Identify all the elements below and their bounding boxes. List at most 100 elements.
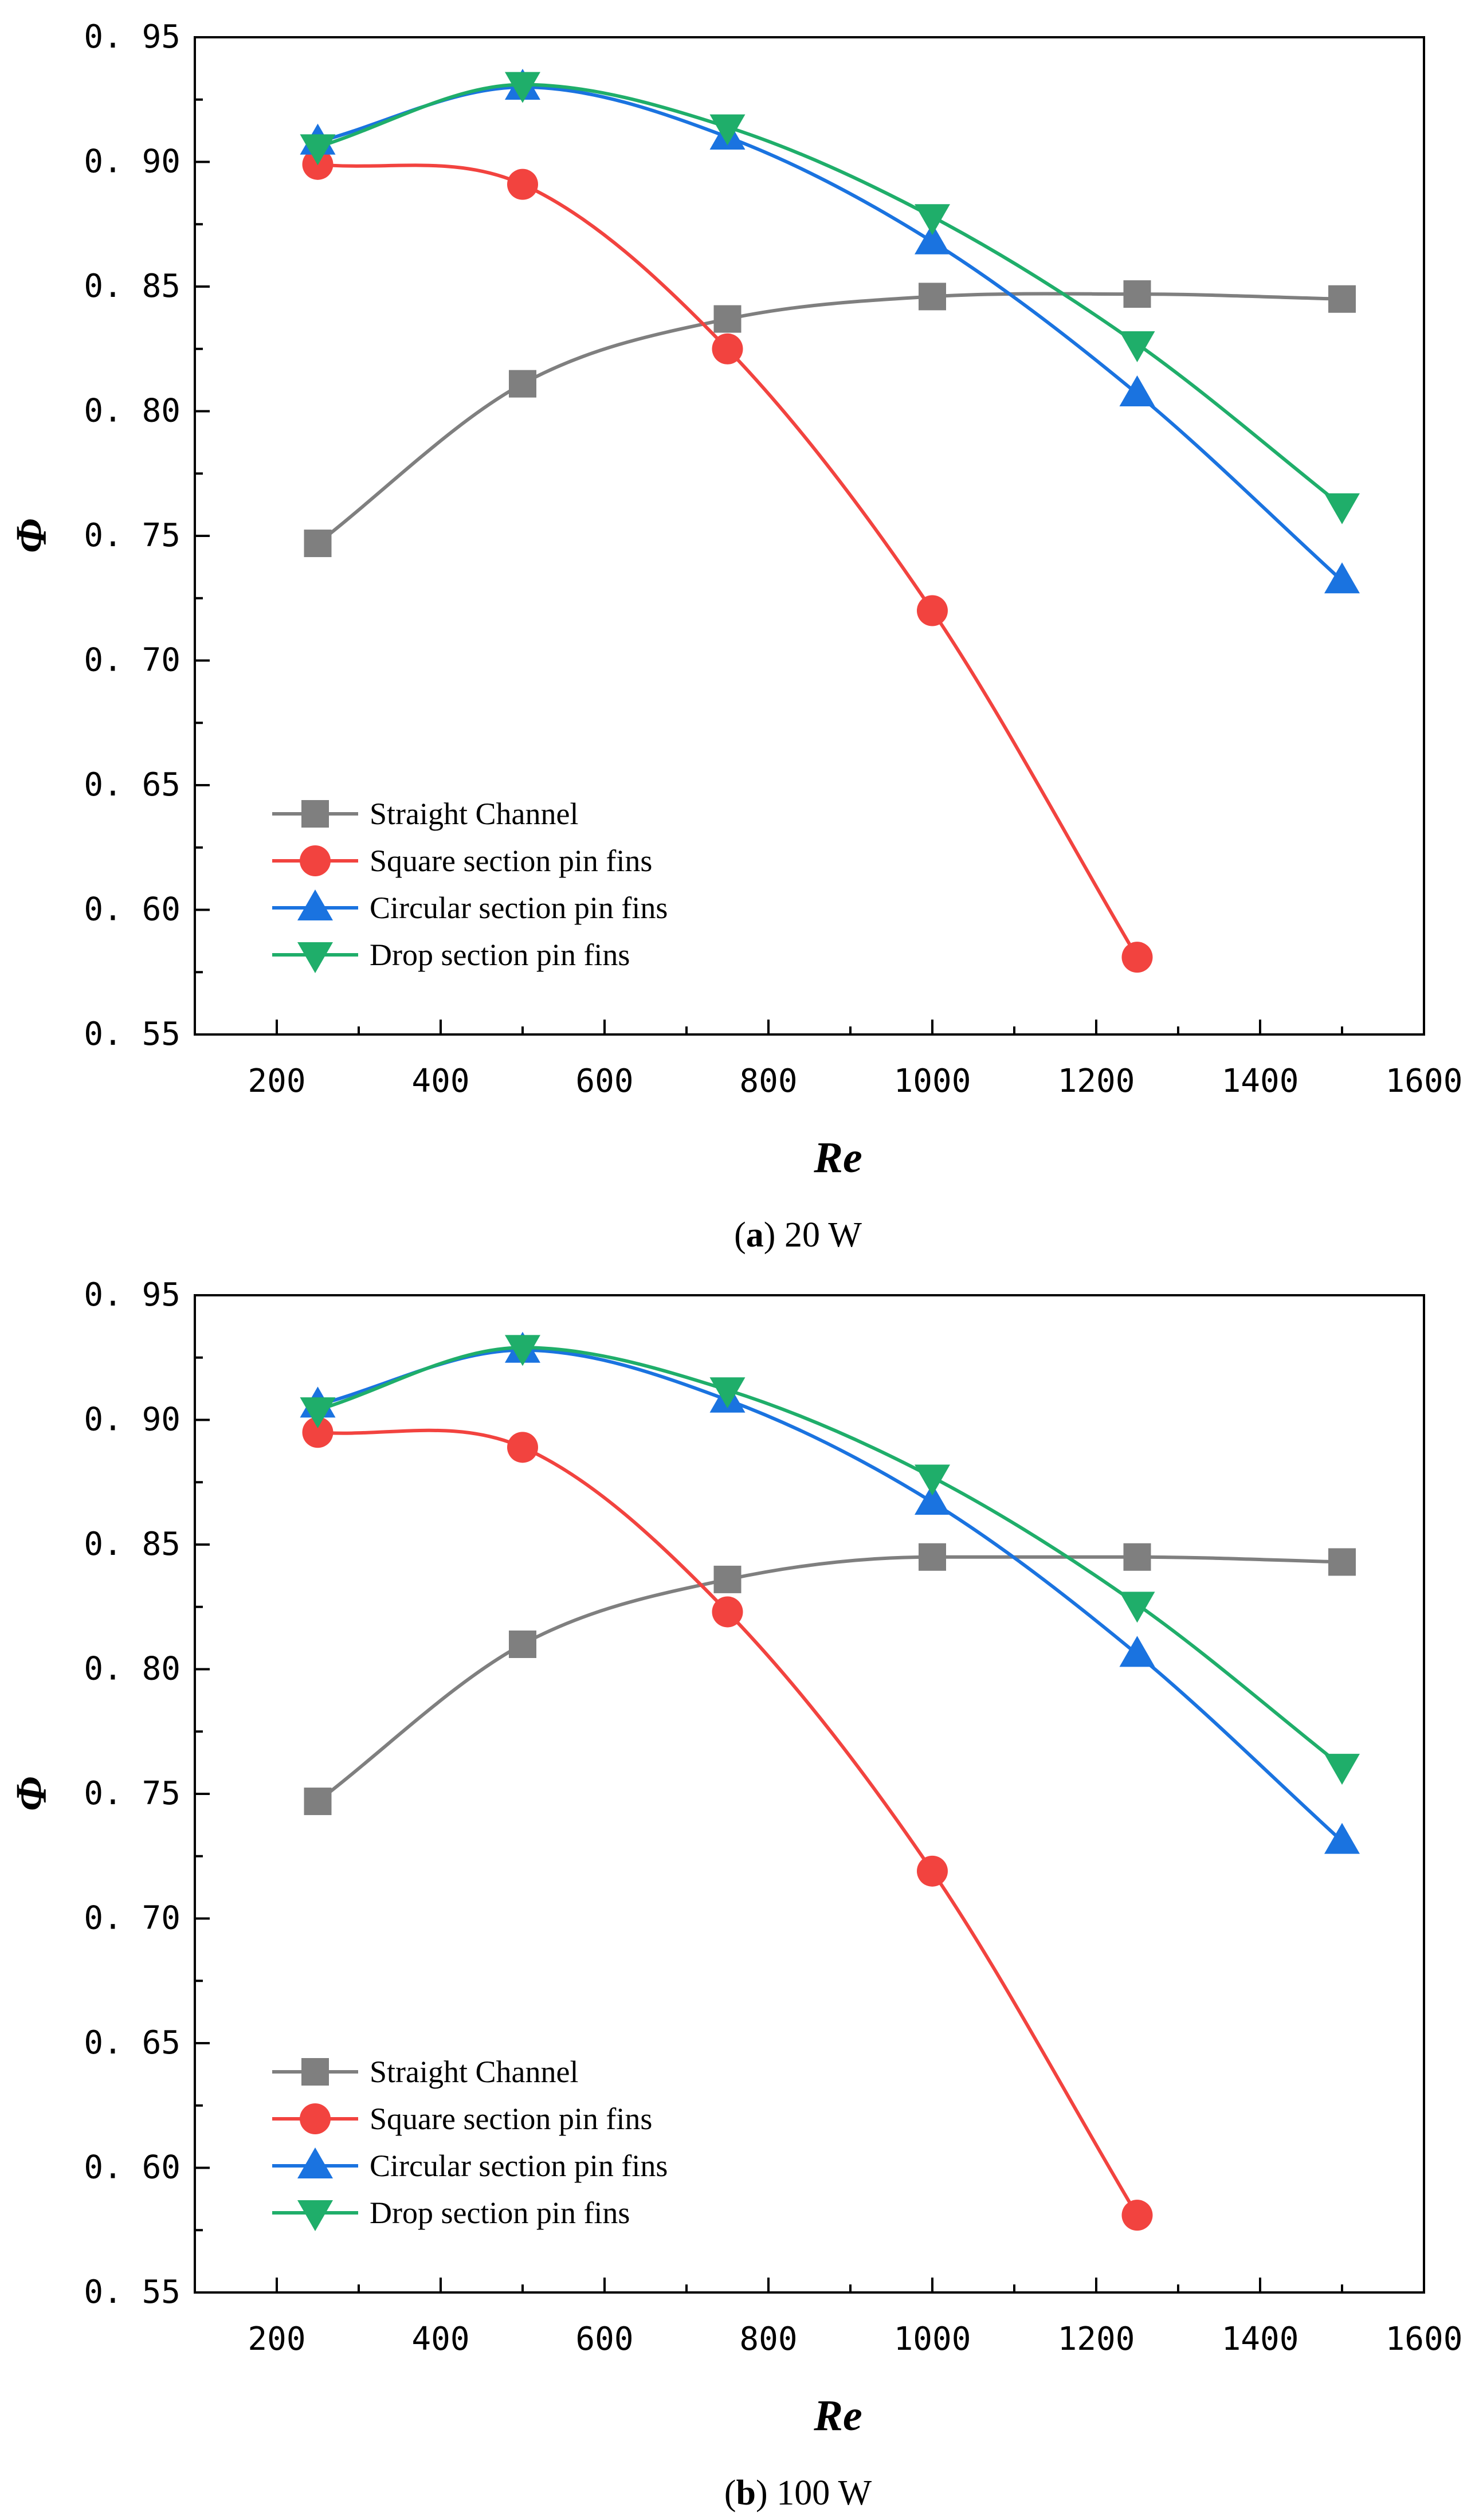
data-point-marker bbox=[304, 1788, 332, 1816]
x-tick-label: 200 bbox=[248, 1063, 305, 1100]
data-point-marker bbox=[709, 1377, 746, 1409]
legend-label: Drop section pin fins bbox=[370, 2196, 630, 2230]
series-line bbox=[317, 1348, 1344, 1843]
y-tick-label: 0. 90 bbox=[84, 1401, 181, 1439]
series-triangle-down bbox=[300, 1335, 1360, 1785]
legend-item: Square section pin fins bbox=[272, 2102, 652, 2136]
legend-marker bbox=[297, 2200, 333, 2231]
y-tick-label: 0. 55 bbox=[84, 2274, 181, 2311]
data-point-marker bbox=[509, 370, 536, 398]
data-point-marker bbox=[1119, 1636, 1155, 1667]
legend-marker bbox=[300, 845, 331, 876]
y-tick-label: 0. 90 bbox=[84, 143, 181, 181]
data-point-marker bbox=[1119, 375, 1155, 407]
legend-item: Square section pin fins bbox=[272, 844, 652, 878]
legend-item: Drop section pin fins bbox=[272, 938, 630, 973]
x-tick-label: 1600 bbox=[1386, 2321, 1463, 2358]
data-point-marker bbox=[915, 1464, 950, 1496]
legend-marker bbox=[300, 2103, 331, 2134]
figure-caption: (b) 100 W bbox=[724, 2474, 872, 2513]
x-axis-title: Re bbox=[813, 1134, 862, 1182]
x-tick-label: 1400 bbox=[1222, 2321, 1299, 2358]
legend-label: Square section pin fins bbox=[370, 2102, 652, 2136]
series-line bbox=[317, 83, 1343, 508]
legend-label: Straight Channel bbox=[370, 2055, 578, 2089]
y-tick-label: 0. 95 bbox=[84, 1276, 181, 1314]
y-tick-label: 0. 60 bbox=[84, 2149, 181, 2186]
x-tick-label: 1400 bbox=[1222, 1063, 1299, 1100]
data-point-marker bbox=[300, 1397, 336, 1429]
x-tick-label: 600 bbox=[575, 2321, 633, 2358]
y-tick-label: 0. 80 bbox=[84, 393, 181, 430]
x-tick-label: 1000 bbox=[894, 2321, 971, 2358]
data-point-marker bbox=[1328, 1548, 1356, 1576]
legend-label: Circular section pin fins bbox=[370, 891, 668, 925]
legend-marker bbox=[297, 942, 333, 973]
series-line bbox=[316, 292, 1343, 545]
legend-marker bbox=[297, 889, 333, 920]
x-tick-label: 1600 bbox=[1386, 1063, 1463, 1100]
data-point-marker bbox=[712, 333, 743, 365]
y-tick-label: 0. 55 bbox=[84, 1016, 181, 1053]
data-point-marker bbox=[1119, 1592, 1155, 1623]
data-point-marker bbox=[915, 204, 950, 236]
series-circle bbox=[302, 148, 1153, 973]
series-line bbox=[317, 1428, 1139, 2216]
legend-marker bbox=[297, 2147, 333, 2178]
data-point-marker bbox=[509, 1631, 536, 1658]
legend-marker bbox=[301, 800, 329, 828]
data-point-marker bbox=[1324, 1754, 1360, 1785]
series-line bbox=[317, 85, 1344, 582]
x-tick-label: 1200 bbox=[1058, 1063, 1135, 1100]
legend-label: Drop section pin fins bbox=[370, 938, 630, 972]
data-point-marker bbox=[713, 305, 742, 333]
legend-item: Circular section pin fins bbox=[272, 889, 668, 925]
legend-item: Circular section pin fins bbox=[272, 2147, 668, 2183]
data-point-marker bbox=[917, 595, 948, 626]
series-square bbox=[304, 280, 1356, 558]
data-point-marker bbox=[1324, 1823, 1360, 1854]
x-tick-label: 1000 bbox=[894, 1063, 971, 1100]
legend-marker bbox=[301, 2058, 329, 2086]
data-point-marker bbox=[1121, 942, 1153, 973]
x-tick-label: 800 bbox=[739, 2321, 797, 2358]
y-tick-label: 0. 75 bbox=[84, 1775, 181, 1812]
y-axis-title: Φ bbox=[7, 1777, 56, 1811]
legend-label: Circular section pin fins bbox=[370, 2149, 668, 2183]
data-point-marker bbox=[300, 134, 336, 166]
data-point-marker bbox=[1324, 562, 1360, 594]
y-tick-label: 0. 85 bbox=[84, 1526, 181, 1563]
data-point-marker bbox=[1328, 285, 1356, 313]
legend-label: Straight Channel bbox=[370, 797, 578, 831]
data-point-marker bbox=[505, 1335, 540, 1366]
data-point-marker bbox=[1123, 280, 1151, 308]
y-axis-title: Φ bbox=[7, 519, 56, 553]
caption-letter: a bbox=[746, 1216, 764, 1255]
data-point-marker bbox=[507, 1432, 538, 1463]
y-tick-label: 0. 70 bbox=[84, 1900, 181, 1937]
legend-item: Straight Channel bbox=[272, 2055, 578, 2089]
series-line bbox=[317, 162, 1139, 958]
x-tick-label: 800 bbox=[739, 1063, 797, 1100]
y-tick-label: 0. 65 bbox=[84, 766, 181, 804]
chart-panel-a: 200 400 600 800 1000 1200 1400 1600 0. 55 0. 60 0.… bbox=[7, 18, 1462, 1255]
data-point-marker bbox=[919, 1543, 946, 1571]
caption-text: 20 W bbox=[784, 1216, 862, 1255]
data-point-marker bbox=[1119, 331, 1155, 363]
x-tick-label: 600 bbox=[575, 1063, 633, 1100]
x-tick-label: 200 bbox=[248, 2321, 305, 2358]
legend: Straight Channel Square section pin fins C… bbox=[272, 797, 668, 973]
series-line bbox=[317, 1346, 1343, 1768]
data-point-marker bbox=[915, 1484, 950, 1515]
data-point-marker bbox=[915, 223, 950, 254]
y-tick-label: 0. 95 bbox=[84, 18, 181, 56]
legend-item: Straight Channel bbox=[272, 797, 578, 831]
x-tick-label: 1200 bbox=[1058, 2321, 1135, 2358]
data-point-marker bbox=[713, 1565, 742, 1593]
y-tick-label: 0. 80 bbox=[84, 1651, 181, 1688]
series-square bbox=[304, 1543, 1356, 1816]
data-point-marker bbox=[917, 1855, 948, 1887]
y-tick-label: 0. 60 bbox=[84, 891, 181, 928]
x-tick-label: 400 bbox=[411, 2321, 469, 2358]
chart-panel-b: 200 400 600 800 1000 1200 1400 1600 0. 55 0. 60 0.… bbox=[7, 1276, 1462, 2513]
